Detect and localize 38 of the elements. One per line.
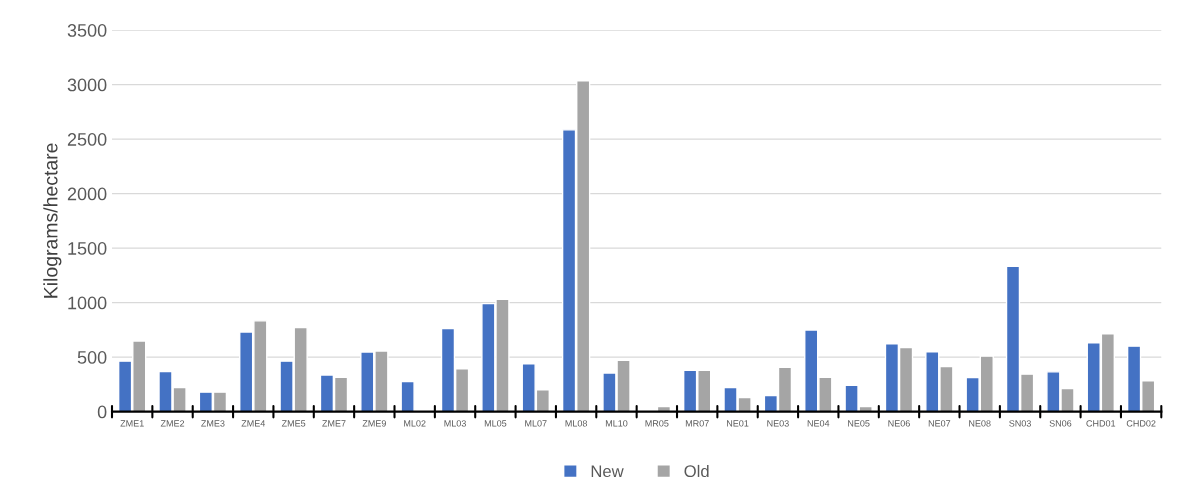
x-tick-label: NE07 (928, 420, 951, 427)
x-tick-label: NE05 (848, 420, 870, 427)
x-tick-label: ZME5 (281, 420, 306, 427)
x-tick-label: ZME4 (241, 420, 266, 427)
x-tick-label: ZME7 (322, 420, 346, 427)
y-tick-label: 0 (97, 405, 107, 419)
x-tick-label: ZME1 (120, 420, 144, 427)
y-tick-label: 1000 (68, 296, 107, 310)
x-tick-label: CHD01 (1086, 420, 1116, 427)
x-tick-label: ML08 (565, 420, 588, 427)
bar (400, 380, 415, 412)
x-tick-label: NE06 (888, 420, 910, 427)
x-tick-label: NE04 (807, 420, 830, 427)
x-tick-label: ML10 (605, 420, 628, 427)
x-tick-label: MR05 (645, 420, 669, 427)
y-tick-label: 2000 (67, 187, 107, 201)
y-tick-label: 3000 (67, 78, 107, 92)
x-tick-label: ZME3 (201, 420, 225, 427)
y-tick-label: 2500 (67, 133, 107, 146)
x-tick-label: ML03 (444, 420, 466, 427)
y-tick-label: 1500 (68, 242, 107, 255)
y-tick-label: 500 (77, 351, 107, 364)
x-tick-label: SN03 (1009, 420, 1031, 427)
x-tick-label: SN06 (1049, 420, 1072, 427)
x-tick-label: NE03 (767, 420, 789, 427)
x-tick-label: NE01 (727, 420, 749, 427)
x-tick-label: ML07 (525, 420, 547, 427)
y-tick-label: 3500 (67, 24, 107, 37)
legend-label: New (591, 465, 624, 478)
x-tick-label: ZME9 (362, 420, 386, 427)
x-tick-label: NE08 (969, 420, 991, 427)
x-tick-label: ZME2 (160, 420, 185, 427)
x-tick-label: ML05 (484, 420, 507, 427)
legend-label: Old (684, 464, 709, 478)
x-tick-label: ML02 (404, 420, 426, 427)
y-axis-title: Kilograms/hectare (43, 143, 62, 298)
x-tick-label: MR07 (685, 420, 709, 427)
x-tick-label: CHD02 (1126, 420, 1156, 427)
